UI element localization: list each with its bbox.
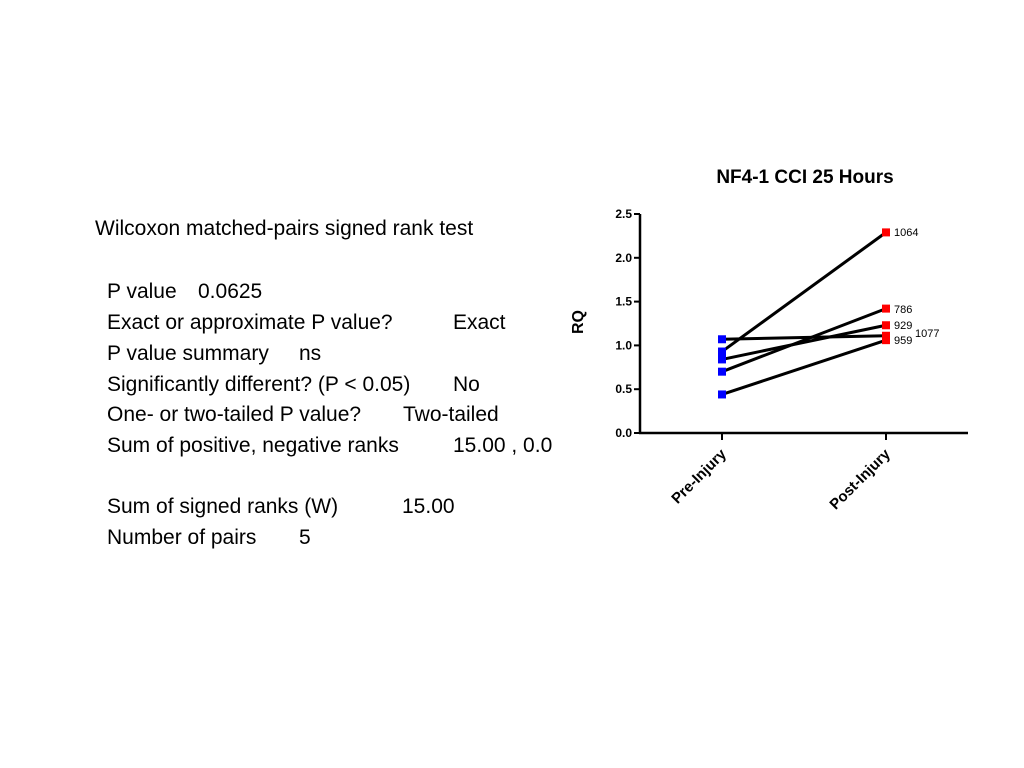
stat-value: 15.00 , 0.0 <box>453 434 553 457</box>
post-injury-point <box>882 304 890 313</box>
pre-injury-point <box>718 335 726 344</box>
stat-label: P value summary <box>107 342 269 365</box>
stat-row-significant: Significantly different? (P < 0.05) No <box>107 374 480 458</box>
post-injury-point <box>882 336 890 345</box>
stat-value: No <box>453 373 480 396</box>
stat-row-p-summary: P value summary ns <box>107 343 321 427</box>
post-injury-point <box>882 228 890 237</box>
series-line <box>721 307 887 374</box>
stat-value: 15.00 <box>402 495 455 518</box>
y-axis-label: RQ <box>570 310 587 334</box>
series-line <box>721 338 887 396</box>
markers <box>718 228 890 399</box>
stat-label: Sum of signed ranks (W) <box>107 495 339 518</box>
pre-injury-point <box>718 355 726 364</box>
series-lines <box>721 231 887 396</box>
stat-row-signed-ranks: Sum of signed ranks (W) 15.00 <box>107 496 455 580</box>
y-tick-label: 0.0 <box>615 426 632 440</box>
stat-label: Sum of positive, negative ranks <box>107 434 399 457</box>
chart-title: NF4-1 CCI 25 Hours <box>716 167 893 188</box>
x-tick-label: Pre-Injury <box>668 445 730 507</box>
stat-row-p-value: P value 0.0625 <box>107 281 262 365</box>
y-tick-label: 2.0 <box>615 251 632 265</box>
stat-value: ns <box>299 342 322 365</box>
y-tick-label: 0.5 <box>615 382 632 396</box>
y-tick-label: 2.5 <box>615 207 632 221</box>
pre-injury-point <box>718 347 726 356</box>
stat-label: P value <box>107 280 177 303</box>
series-line <box>721 334 887 341</box>
pre-injury-point <box>718 390 726 399</box>
stat-label: Exact or approximate P value? <box>107 311 393 334</box>
series-line <box>721 231 887 353</box>
pre-injury-point <box>718 367 726 376</box>
axes: 0.0 0.5 1.0 1.5 2.0 2.5 Pre-Injury Post-Injury <box>615 207 968 513</box>
stat-row-tailed: One- or two-tailed P value? Two-tailed <box>107 404 499 488</box>
series-label: 959 <box>894 335 912 347</box>
y-tick-label: 1.5 <box>615 295 632 309</box>
series-label: 1077 <box>915 328 939 340</box>
stats-title: Wilcoxon matched-pairs signed rank test <box>95 217 474 240</box>
series-label: 1064 <box>894 227 918 239</box>
stat-label: One- or two-tailed P value? <box>107 403 362 426</box>
post-injury-point <box>882 331 890 340</box>
stat-value: 5 <box>299 526 311 549</box>
post-injury-point <box>882 321 890 330</box>
stat-value: Exact <box>453 311 506 334</box>
stat-value: 0.0625 <box>198 280 263 303</box>
y-tick-label: 1.0 <box>615 338 632 352</box>
stat-label: Number of pairs <box>107 526 257 549</box>
stat-row-pairs: Number of pairs 5 <box>107 527 311 611</box>
series-label: 929 <box>894 320 912 332</box>
stat-value: Two-tailed <box>403 403 499 426</box>
stat-row-exact-or-approx: Exact or approximate P value? Exact <box>107 312 506 396</box>
stat-label: Significantly different? (P < 0.05) <box>107 373 411 396</box>
x-tick-label: Post-Injury <box>826 445 894 513</box>
stat-row-rank-sums: Sum of positive, negative ranks 15.00 , … <box>107 435 552 519</box>
series-label: 786 <box>894 304 912 316</box>
series-line <box>721 323 887 361</box>
